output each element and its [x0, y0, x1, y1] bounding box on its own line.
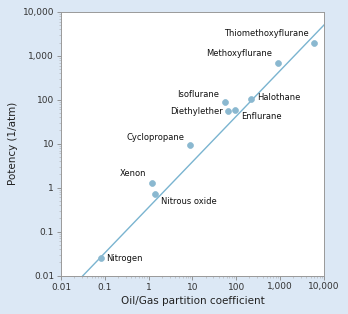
Text: Thiomethoxyflurane: Thiomethoxyflurane: [224, 30, 309, 38]
Point: [225, 109, 231, 114]
Point: [222, 99, 228, 104]
Text: Nitrogen: Nitrogen: [106, 254, 143, 263]
Point: [232, 108, 238, 113]
Point: [275, 60, 281, 65]
Point: [248, 96, 254, 101]
X-axis label: Oil/Gas partition coefficient: Oil/Gas partition coefficient: [120, 296, 264, 306]
Text: Nitrous oxide: Nitrous oxide: [160, 197, 216, 206]
Point: [311, 40, 317, 45]
Y-axis label: Potency (1/atm): Potency (1/atm): [8, 102, 18, 185]
Point: [149, 180, 155, 185]
Point: [98, 256, 103, 261]
Text: Xenon: Xenon: [120, 170, 147, 178]
Text: Isoflurane: Isoflurane: [177, 90, 219, 99]
Text: Methoxyflurane: Methoxyflurane: [206, 49, 272, 58]
Point: [188, 142, 193, 147]
Text: Halothane: Halothane: [257, 93, 300, 102]
Point: [152, 192, 158, 197]
Text: Cyclopropane: Cyclopropane: [127, 133, 185, 142]
Text: Diethylether: Diethylether: [170, 107, 222, 116]
Text: Enflurane: Enflurane: [241, 112, 282, 121]
